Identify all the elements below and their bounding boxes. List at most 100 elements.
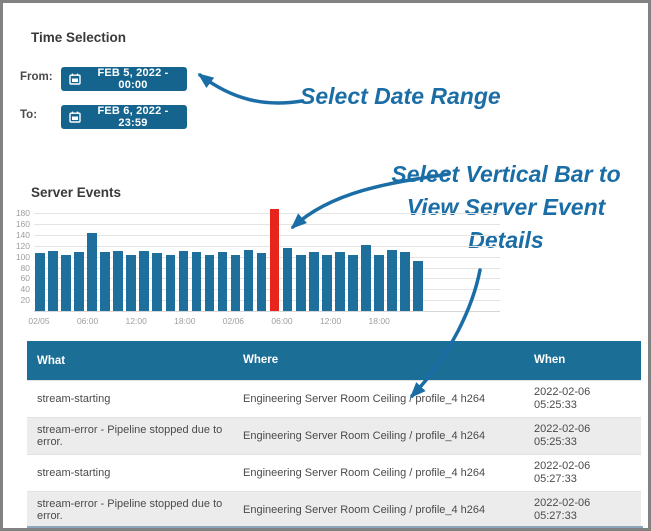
event-bar-selected[interactable] [269, 209, 280, 311]
x-axis-line [34, 311, 500, 312]
y-axis-tick-label: 100 [15, 251, 30, 262]
event-bar[interactable] [361, 245, 371, 311]
annotation-line: Select Vertical Bar to [391, 161, 621, 187]
when-date: 2022-02-06 [534, 460, 591, 472]
x-axis-tick-label: 18:00 [368, 316, 390, 326]
x-axis-tick-label: 02/06 [222, 316, 245, 326]
gridline [34, 278, 500, 280]
when-time: 05:25:33 [534, 436, 577, 448]
event-bar[interactable] [48, 251, 58, 311]
table-header-row: What Where When [27, 341, 641, 380]
event-bar[interactable] [374, 254, 384, 311]
calendar-icon [69, 111, 81, 123]
cell-where: Engineering Server Room Ceiling / profil… [243, 466, 486, 479]
cell-when: 2022-02-06 05:27:33 [534, 497, 641, 523]
event-bar[interactable] [217, 252, 228, 311]
to-label: To: [20, 109, 38, 121]
when-date: 2022-02-06 [534, 386, 591, 398]
cell-when: 2022-02-06 05:27:33 [534, 460, 641, 486]
event-bar[interactable] [61, 254, 71, 311]
server-events-title: Server Events [31, 185, 122, 200]
time-selection-title: Time Selection [31, 30, 127, 45]
when-time: 05:27:33 [534, 473, 577, 485]
table-row: stream-error - Pipeline stopped due to e… [27, 417, 641, 454]
event-bar[interactable] [309, 252, 319, 311]
x-axis-tick-label: 18:00 [174, 316, 196, 326]
x-axis-tick-label: 02/05 [28, 316, 50, 326]
when-date: 2022-02-06 [534, 423, 591, 435]
event-bar[interactable] [243, 249, 254, 311]
gridline [34, 256, 500, 258]
event-bar[interactable] [100, 252, 110, 311]
to-date-value: FEB 6, 2022 - 23:59 [97, 105, 169, 129]
gridline [34, 267, 500, 269]
gridline [34, 235, 500, 237]
event-bar[interactable] [335, 252, 345, 311]
event-bar[interactable] [387, 250, 397, 311]
cell-what: stream-error - Pipeline stopped due to e… [37, 424, 223, 448]
cell-what: stream-starting [37, 467, 111, 479]
table-row: stream-starting Engineering Server Room C… [27, 380, 641, 417]
cell-when: 2022-02-06 05:25:33 [534, 386, 641, 412]
annotation-line: Details [468, 227, 544, 253]
when-time: 05:27:33 [534, 510, 577, 522]
from-date-button[interactable]: FEB 5, 2022 - 00:00 [61, 67, 187, 91]
column-header-what: What [37, 354, 66, 367]
table-row: stream-starting Engineering Server Room C… [27, 454, 641, 491]
y-axis-tick-label: 80 [20, 262, 30, 273]
event-bar[interactable] [74, 252, 84, 311]
gridline [34, 289, 500, 291]
from-date-value: FEB 5, 2022 - 00:00 [97, 67, 169, 91]
event-bar[interactable] [282, 248, 293, 311]
y-axis-tick-label: 160 [15, 219, 30, 230]
event-bar[interactable] [296, 254, 306, 311]
cell-when: 2022-02-06 05:25:33 [534, 423, 641, 449]
event-bar[interactable] [204, 254, 215, 311]
gridline [34, 245, 500, 247]
event-bar[interactable] [348, 254, 358, 311]
event-bar[interactable] [152, 253, 162, 311]
event-bar[interactable] [256, 253, 267, 311]
table-row: stream-error - Pipeline stopped due to e… [27, 491, 641, 528]
event-bar[interactable] [322, 254, 332, 311]
y-axis-tick-label: 20 [20, 295, 30, 306]
column-header-when: When [534, 354, 566, 366]
cell-where: Engineering Server Room Ceiling / profil… [243, 392, 486, 405]
x-axis-tick-label: 12:00 [319, 316, 342, 326]
event-bar[interactable] [165, 254, 175, 311]
table-body: stream-starting Engineering Server Room C… [27, 380, 641, 528]
column-header-where: Where [243, 354, 279, 366]
y-axis-tick-label: 140 [15, 230, 30, 241]
event-bar[interactable] [87, 233, 97, 311]
y-axis-tick-label: 40 [20, 284, 30, 295]
when-date: 2022-02-06 [534, 497, 591, 509]
arrow-to-from-button [197, 73, 304, 105]
y-axis-tick-label: 60 [20, 273, 30, 284]
calendar-icon [69, 73, 81, 85]
event-bar[interactable] [413, 260, 423, 311]
x-axis-tick-label: 12:00 [125, 316, 147, 326]
cell-where: Engineering Server Room Ceiling / profil… [243, 503, 486, 516]
event-bar[interactable] [113, 251, 123, 311]
next-row-edge [27, 526, 643, 528]
event-bar[interactable] [191, 251, 202, 311]
when-time: 05:25:33 [534, 399, 577, 411]
event-bar[interactable] [400, 252, 410, 311]
chart-plot-area: 20 40 60 80 100 120 140 160 180 02/05 06:00 12:00 18… [16, 208, 500, 326]
cell-what: stream-starting [37, 393, 111, 405]
from-label: From: [20, 71, 53, 83]
event-bar[interactable] [178, 250, 189, 311]
gridline [34, 224, 500, 226]
event-bar[interactable] [139, 251, 149, 311]
gridline [34, 213, 500, 215]
to-date-button[interactable]: FEB 6, 2022 - 23:59 [61, 105, 187, 129]
server-events-table: What Where When stream-starting Engineeri… [27, 341, 641, 528]
cell-what: stream-error - Pipeline stopped due to e… [37, 498, 223, 522]
annotation-select-date-range: Select Date Range [300, 83, 501, 109]
event-bar[interactable] [126, 254, 136, 311]
event-bar[interactable] [230, 254, 241, 311]
x-axis-tick-label: 06:00 [76, 316, 99, 326]
x-axis-tick-label: 06:00 [271, 316, 293, 326]
event-bar[interactable] [35, 253, 45, 311]
